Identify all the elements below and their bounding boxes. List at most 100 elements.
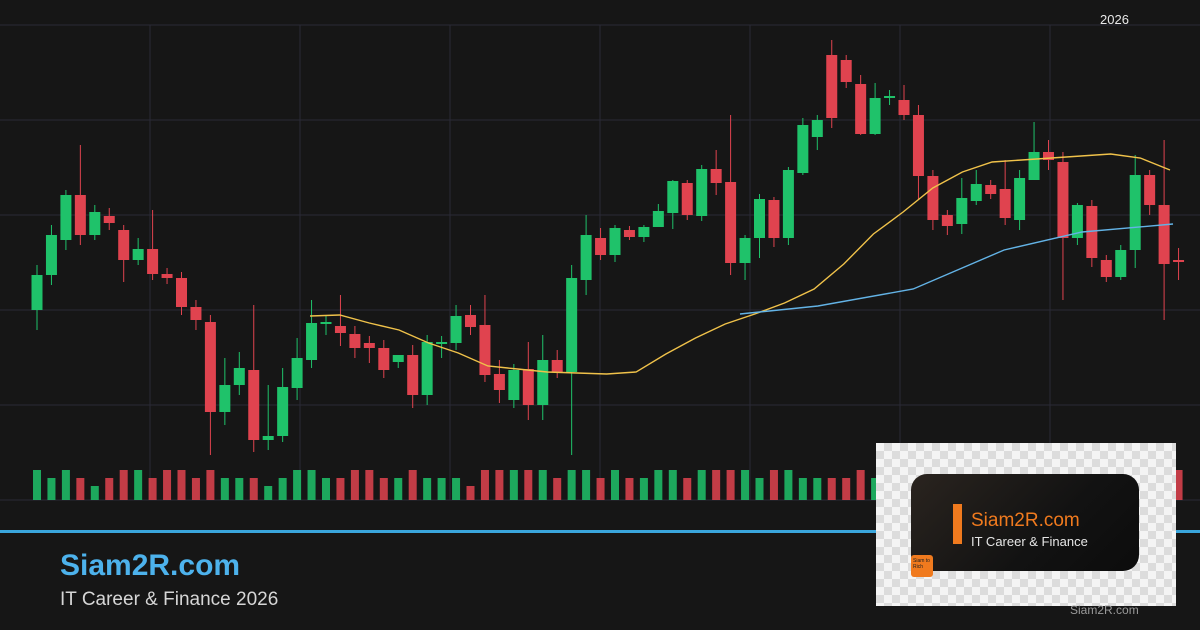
volume-bar bbox=[293, 470, 302, 500]
candle-body bbox=[493, 374, 505, 390]
volume-bar bbox=[163, 470, 172, 500]
volume-bar bbox=[278, 478, 287, 500]
candle-body bbox=[291, 358, 303, 388]
candle-body bbox=[436, 342, 448, 344]
card-subtitle: IT Career & Finance bbox=[971, 534, 1088, 549]
candle-body bbox=[1144, 175, 1156, 205]
candle-body bbox=[609, 228, 621, 255]
volume-bar bbox=[206, 470, 215, 500]
volume-bar bbox=[769, 470, 778, 500]
volume-bar bbox=[755, 478, 764, 500]
volume-bar bbox=[148, 478, 157, 500]
candle-body bbox=[508, 370, 520, 400]
candle-body bbox=[970, 184, 982, 201]
card-accent-bar bbox=[953, 504, 962, 544]
volume-bar bbox=[350, 470, 359, 500]
candle-body bbox=[1115, 250, 1127, 277]
candle-body bbox=[204, 322, 216, 412]
volume-bar bbox=[784, 470, 793, 500]
candle-body bbox=[407, 355, 419, 395]
candle-body bbox=[551, 360, 563, 372]
candle-body bbox=[334, 326, 346, 333]
candle-body bbox=[739, 238, 751, 263]
candle-body bbox=[219, 385, 231, 412]
candle-body bbox=[855, 84, 867, 134]
candle-body bbox=[176, 278, 187, 307]
chart-grid bbox=[0, 24, 1200, 501]
candle-body bbox=[132, 249, 144, 260]
candle-body bbox=[306, 323, 318, 360]
volume-bar bbox=[437, 478, 446, 500]
volume-bar bbox=[1174, 470, 1183, 500]
volume-bar bbox=[582, 470, 591, 500]
volume-bar bbox=[90, 486, 99, 500]
candle-body bbox=[378, 348, 390, 370]
candle-body bbox=[31, 275, 43, 310]
candle-body bbox=[782, 170, 794, 238]
volume-bar bbox=[191, 478, 200, 500]
volume-bar bbox=[639, 478, 648, 500]
candle-body bbox=[262, 436, 274, 440]
volume-bar bbox=[567, 470, 576, 500]
candle-body bbox=[465, 315, 476, 327]
volume-bar bbox=[697, 470, 706, 500]
candle-body bbox=[479, 325, 491, 375]
volume-bar bbox=[365, 470, 374, 500]
volume-bar bbox=[871, 478, 880, 500]
volume-bar bbox=[827, 478, 836, 500]
volume-bar bbox=[625, 478, 634, 500]
candle-body bbox=[754, 199, 765, 238]
volume-bar bbox=[264, 486, 273, 500]
candle-body bbox=[999, 189, 1011, 218]
volume-bar bbox=[322, 478, 330, 500]
volume-bar bbox=[61, 470, 70, 500]
candle-body bbox=[869, 98, 881, 134]
volume-bar bbox=[509, 470, 518, 500]
brand-subtitle: IT Career & Finance 2026 bbox=[60, 589, 279, 610]
candle-body bbox=[450, 316, 462, 343]
volume-bar bbox=[538, 470, 547, 500]
candle-body bbox=[912, 115, 924, 176]
candle-body bbox=[45, 235, 57, 275]
volume-bar bbox=[668, 470, 677, 500]
candle-body bbox=[840, 60, 852, 82]
candle-body bbox=[595, 238, 607, 255]
volume-bar bbox=[466, 486, 475, 500]
year-label: 2026 bbox=[1100, 12, 1129, 27]
candle-body bbox=[941, 215, 953, 226]
volume-bar bbox=[394, 478, 403, 500]
candle-body bbox=[233, 368, 245, 385]
candle-body bbox=[898, 100, 910, 115]
volume-bar bbox=[726, 470, 735, 500]
volume-bar bbox=[177, 470, 186, 500]
candle-body bbox=[652, 211, 664, 227]
volume-bar bbox=[134, 470, 143, 500]
candle-body bbox=[392, 355, 404, 362]
candle-body bbox=[1014, 178, 1026, 220]
volume-bar bbox=[220, 478, 229, 500]
volume-bar bbox=[856, 470, 865, 500]
volume-bar bbox=[408, 470, 417, 500]
candle-body bbox=[1173, 260, 1185, 262]
candle-body bbox=[710, 169, 722, 183]
watermark: Siam2R.com bbox=[1070, 603, 1139, 617]
candle-body bbox=[1100, 260, 1112, 277]
volume-bar bbox=[119, 470, 128, 500]
volume-bar bbox=[741, 470, 750, 500]
candle-body bbox=[537, 360, 549, 405]
candle-body bbox=[797, 125, 809, 173]
volume-bar bbox=[33, 470, 41, 500]
candle-body bbox=[580, 235, 592, 280]
candle-body bbox=[1158, 205, 1170, 264]
volume-bar bbox=[423, 478, 432, 500]
candle-body bbox=[884, 96, 896, 98]
candle-body bbox=[161, 274, 173, 278]
candle-body bbox=[89, 212, 101, 235]
candle-body bbox=[1129, 175, 1141, 250]
candle-body bbox=[638, 227, 650, 237]
candle-body bbox=[1028, 152, 1040, 180]
volume-bar bbox=[480, 470, 489, 500]
candle-body bbox=[60, 195, 72, 240]
candle-body bbox=[103, 216, 115, 223]
